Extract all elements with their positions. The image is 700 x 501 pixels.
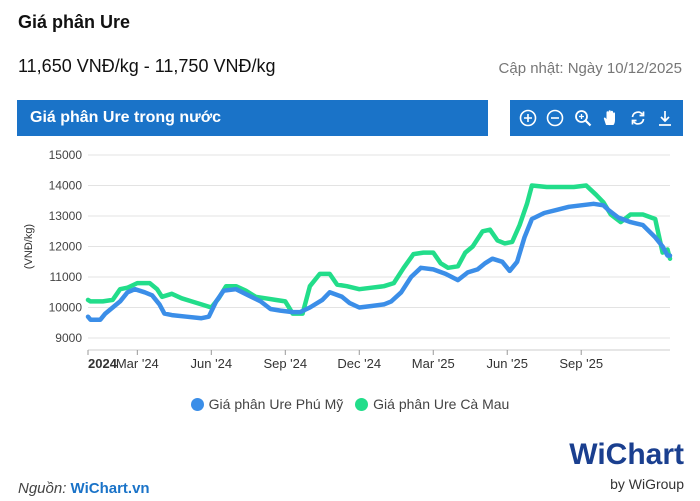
chart-panel-title: Giá phân Ure trong nước xyxy=(17,100,488,136)
x-tick-label: Dec '24 xyxy=(337,356,381,371)
logo-by-line: by WiGroup xyxy=(610,476,684,492)
source-link[interactable]: WiChart.vn xyxy=(70,480,150,497)
reset-icon[interactable] xyxy=(628,108,648,128)
x-tick-label: Jun '24 xyxy=(191,356,233,371)
wichart-logo: WiChart by WiGroup xyxy=(569,438,684,493)
price-range: 11,650 VNĐ/kg - 11,750 VNĐ/kg xyxy=(18,56,276,76)
page-title: Giá phân Ure xyxy=(18,12,131,32)
legend-marker-phu-my xyxy=(190,397,204,411)
y-tick-label: 11000 xyxy=(50,270,83,284)
source-note: Nguồn: WiChart.vn xyxy=(18,480,150,497)
download-icon[interactable] xyxy=(655,108,675,128)
chart-legend: Giá phân Ure Phú Mỹ Giá phân Ure Cà Mau xyxy=(0,396,700,414)
source-label: Nguồn: xyxy=(18,480,71,497)
zoom-out-icon[interactable] xyxy=(545,108,565,128)
zoom-in-icon[interactable] xyxy=(518,108,538,128)
x-tick-label: Sep '24 xyxy=(263,356,307,371)
y-axis-label: (VNĐ/kg) xyxy=(23,224,35,269)
x-tick-label: Jun '25 xyxy=(486,356,528,371)
magnifier-icon[interactable] xyxy=(573,108,593,128)
chart-toolbar xyxy=(510,100,683,136)
pan-hand-icon[interactable] xyxy=(600,108,620,128)
y-tick-label: 15000 xyxy=(49,148,83,162)
updated-date: Cập nhật: Ngày 10/12/2025 xyxy=(498,60,682,77)
legend-item-phu-my[interactable]: Giá phân Ure Phú Mỹ xyxy=(190,396,344,412)
legend-label-ca-mau: Giá phân Ure Cà Mau xyxy=(373,396,510,412)
series-line-ca-mau xyxy=(85,183,673,316)
legend-label-phu-my: Giá phân Ure Phú Mỹ xyxy=(208,396,344,412)
y-tick-label: 10000 xyxy=(49,301,83,315)
y-tick-label: 13000 xyxy=(49,209,83,223)
logo-wordmark: WiChart xyxy=(569,438,684,471)
line-chart: 9000 10000 11000 12000 13000 14000 15000 (VNĐ/k… xyxy=(23,148,673,371)
x-tick-label: 2024 xyxy=(88,356,118,371)
y-tick-label: 9000 xyxy=(55,331,82,345)
y-tick-label: 12000 xyxy=(49,240,83,254)
y-tick-label: 14000 xyxy=(49,179,83,193)
legend-marker-ca-mau xyxy=(355,397,369,411)
series-line-phu-my xyxy=(85,201,673,322)
x-tick-label: Mar '24 xyxy=(116,356,159,371)
x-tick-label: Sep '25 xyxy=(559,356,603,371)
legend-item-ca-mau[interactable]: Giá phân Ure Cà Mau xyxy=(355,396,509,412)
x-tick-label: Mar '25 xyxy=(412,356,455,371)
